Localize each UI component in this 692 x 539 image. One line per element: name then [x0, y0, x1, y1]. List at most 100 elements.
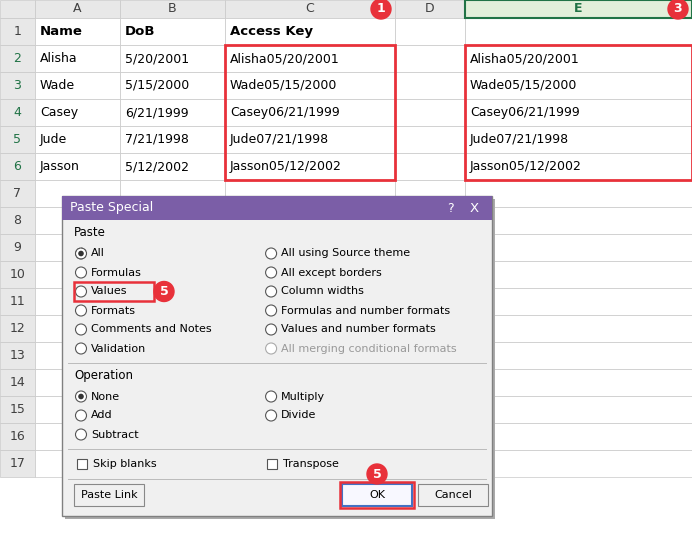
Bar	[395, 126, 465, 153]
Text: 3: 3	[674, 3, 682, 16]
Bar	[225, 45, 395, 180]
Bar	[120, 369, 225, 396]
Bar	[395, 18, 465, 45]
Text: OK: OK	[369, 490, 385, 500]
Text: Cancel: Cancel	[434, 490, 472, 500]
Circle shape	[154, 281, 174, 301]
Bar	[120, 450, 225, 477]
Text: Validation: Validation	[91, 343, 146, 354]
Bar	[0, 0, 692, 477]
Bar	[35, 315, 120, 342]
Text: Casey06/21/1999: Casey06/21/1999	[470, 106, 580, 119]
Circle shape	[75, 429, 86, 440]
Bar	[225, 45, 395, 72]
Bar	[395, 180, 465, 207]
Bar	[35, 99, 120, 126]
Bar	[465, 18, 692, 45]
Bar	[465, 288, 692, 315]
Circle shape	[266, 267, 277, 278]
Circle shape	[266, 343, 277, 354]
Bar	[74, 282, 154, 301]
Text: Multiply: Multiply	[281, 391, 325, 402]
Bar	[120, 342, 225, 369]
Text: Wade05/15/2000: Wade05/15/2000	[470, 79, 577, 92]
Bar	[0, 396, 35, 423]
Text: 15: 15	[10, 403, 26, 416]
Text: 10: 10	[10, 268, 26, 281]
Text: 2: 2	[14, 52, 21, 65]
Text: Operation: Operation	[74, 369, 133, 382]
Bar	[395, 261, 465, 288]
Text: Comments and Notes: Comments and Notes	[91, 324, 212, 335]
Text: 4: 4	[14, 106, 21, 119]
Bar	[120, 18, 225, 45]
Bar	[395, 450, 465, 477]
Text: Casey: Casey	[40, 106, 78, 119]
Text: Wade05/15/2000: Wade05/15/2000	[230, 79, 338, 92]
Bar	[74, 484, 144, 506]
Bar	[35, 153, 120, 180]
Circle shape	[266, 248, 277, 259]
Bar	[465, 0, 692, 18]
Bar	[465, 126, 692, 153]
Text: Jude: Jude	[40, 133, 67, 146]
Text: 1: 1	[14, 25, 21, 38]
Bar	[0, 72, 35, 99]
Bar	[35, 261, 120, 288]
Bar	[225, 288, 395, 315]
Text: All: All	[91, 248, 105, 259]
Bar	[120, 0, 225, 18]
Text: 14: 14	[10, 376, 26, 389]
Bar	[395, 423, 465, 450]
Text: Access Key: Access Key	[230, 25, 313, 38]
Bar	[225, 396, 395, 423]
Text: Paste Link: Paste Link	[81, 490, 137, 500]
Bar	[35, 72, 120, 99]
Bar	[225, 423, 395, 450]
Bar	[0, 126, 35, 153]
Text: Jasson05/12/2002: Jasson05/12/2002	[470, 160, 582, 173]
Bar	[35, 450, 120, 477]
Bar	[465, 261, 692, 288]
Circle shape	[75, 391, 86, 402]
Bar	[0, 288, 35, 315]
Text: A: A	[73, 3, 82, 16]
Circle shape	[75, 343, 86, 354]
Text: Alisha05/20/2001: Alisha05/20/2001	[470, 52, 580, 65]
Text: 6/21/1999: 6/21/1999	[125, 106, 189, 119]
Text: Column widths: Column widths	[281, 287, 364, 296]
Bar	[395, 396, 465, 423]
Circle shape	[75, 248, 86, 259]
Text: Formulas: Formulas	[91, 267, 142, 278]
Bar	[120, 234, 225, 261]
Bar	[225, 261, 395, 288]
Bar	[120, 288, 225, 315]
Text: E: E	[574, 3, 583, 16]
Bar	[342, 484, 412, 506]
Bar	[120, 126, 225, 153]
Text: None: None	[91, 391, 120, 402]
Text: 7/21/1998: 7/21/1998	[125, 133, 189, 146]
Bar	[35, 342, 120, 369]
Bar	[340, 482, 414, 508]
Bar	[418, 484, 488, 506]
Bar	[465, 153, 692, 180]
Text: 5/15/2000: 5/15/2000	[125, 79, 189, 92]
Bar	[225, 72, 395, 99]
Bar	[465, 45, 692, 72]
Text: 5: 5	[14, 133, 21, 146]
Text: 5: 5	[160, 285, 168, 298]
Bar	[65, 199, 495, 519]
Bar	[225, 99, 395, 126]
Bar	[465, 450, 692, 477]
Text: Skip blanks: Skip blanks	[93, 459, 156, 469]
Bar	[120, 72, 225, 99]
Bar	[225, 0, 395, 18]
Text: 13: 13	[10, 349, 26, 362]
Bar	[225, 207, 395, 234]
Text: 6: 6	[14, 160, 21, 173]
Text: 12: 12	[10, 322, 26, 335]
Bar	[35, 234, 120, 261]
Bar	[395, 315, 465, 342]
Text: Jasson05/12/2002: Jasson05/12/2002	[230, 160, 342, 173]
